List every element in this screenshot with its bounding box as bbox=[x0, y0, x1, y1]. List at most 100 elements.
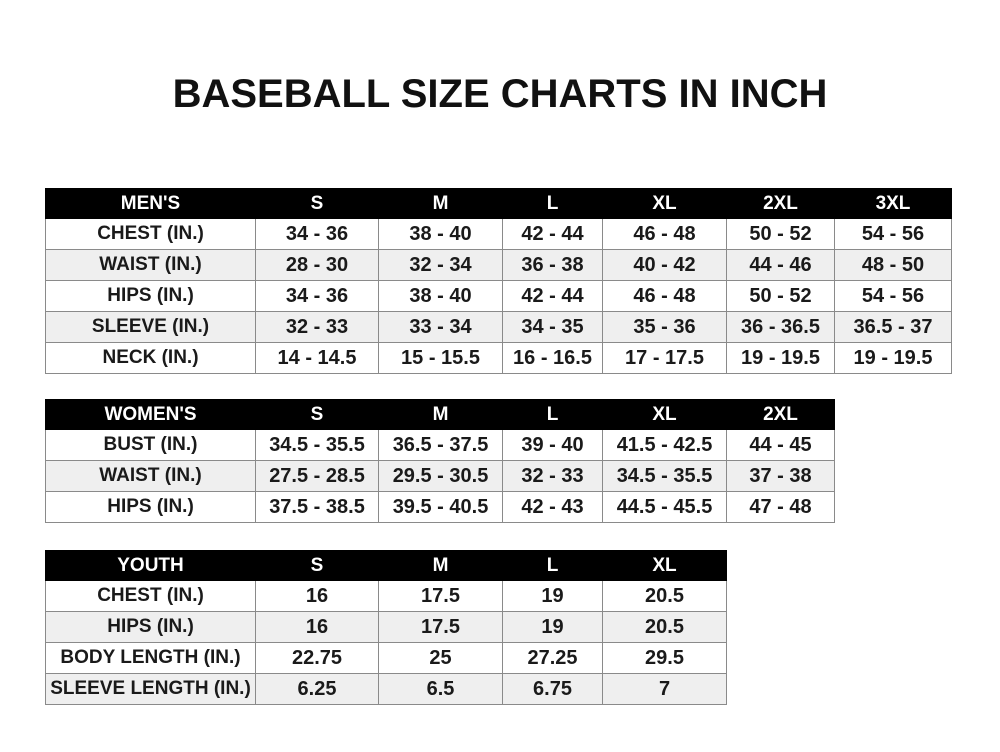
size-value: 20.5 bbox=[602, 580, 727, 612]
table-row: CHEST (IN.) 16 17.5 19 20.5 bbox=[45, 580, 727, 612]
size-value: 46 - 48 bbox=[602, 218, 727, 250]
size-header: S bbox=[255, 550, 379, 581]
size-header: 3XL bbox=[834, 188, 952, 219]
category-header: WOMEN'S bbox=[45, 399, 256, 430]
size-value: 54 - 56 bbox=[834, 280, 952, 312]
measurement-label: BODY LENGTH (IN.) bbox=[45, 642, 256, 674]
size-value: 22.75 bbox=[255, 642, 379, 674]
size-value: 42 - 43 bbox=[502, 491, 603, 523]
table-row: NECK (IN.) 14 - 14.5 15 - 15.5 16 - 16.5 17 … bbox=[45, 342, 952, 374]
size-value: 6.75 bbox=[502, 673, 603, 705]
size-value: 42 - 44 bbox=[502, 218, 603, 250]
size-value: 34.5 - 35.5 bbox=[255, 429, 379, 461]
size-value: 39 - 40 bbox=[502, 429, 603, 461]
size-value: 44.5 - 45.5 bbox=[602, 491, 727, 523]
table-row: HIPS (IN.) 34 - 36 38 - 40 42 - 44 46 - 48 50… bbox=[45, 280, 952, 312]
size-header: L bbox=[502, 399, 603, 430]
size-value: 50 - 52 bbox=[726, 280, 835, 312]
measurement-label: CHEST (IN.) bbox=[45, 218, 256, 250]
size-value: 37.5 - 38.5 bbox=[255, 491, 379, 523]
size-header: 2XL bbox=[726, 188, 835, 219]
size-value: 34.5 - 35.5 bbox=[602, 460, 727, 492]
measurement-label: NECK (IN.) bbox=[45, 342, 256, 374]
table-row: HIPS (IN.) 37.5 - 38.5 39.5 - 40.5 42 - 43 4… bbox=[45, 491, 835, 523]
table-row: CHEST (IN.) 34 - 36 38 - 40 42 - 44 46 - 48 5… bbox=[45, 218, 952, 250]
size-value: 41.5 - 42.5 bbox=[602, 429, 727, 461]
measurement-label: WAIST (IN.) bbox=[45, 460, 256, 492]
size-value: 17 - 17.5 bbox=[602, 342, 727, 374]
size-value: 27.25 bbox=[502, 642, 603, 674]
size-header: XL bbox=[602, 550, 727, 581]
size-value: 28 - 30 bbox=[255, 249, 379, 281]
size-value: 16 bbox=[255, 611, 379, 643]
size-header: S bbox=[255, 188, 379, 219]
size-value: 33 - 34 bbox=[378, 311, 503, 343]
measurement-label: CHEST (IN.) bbox=[45, 580, 256, 612]
size-value: 50 - 52 bbox=[726, 218, 835, 250]
size-value: 36.5 - 37.5 bbox=[378, 429, 503, 461]
size-value: 32 - 33 bbox=[255, 311, 379, 343]
measurement-label: WAIST (IN.) bbox=[45, 249, 256, 281]
table-row: HIPS (IN.) 16 17.5 19 20.5 bbox=[45, 611, 727, 643]
size-value: 19 - 19.5 bbox=[726, 342, 835, 374]
size-header: L bbox=[502, 550, 603, 581]
size-value: 6.5 bbox=[378, 673, 503, 705]
size-header: 2XL bbox=[726, 399, 835, 430]
size-value: 34 - 36 bbox=[255, 280, 379, 312]
size-value: 20.5 bbox=[602, 611, 727, 643]
size-value: 19 bbox=[502, 611, 603, 643]
size-value: 36.5 - 37 bbox=[834, 311, 952, 343]
size-value: 15 - 15.5 bbox=[378, 342, 503, 374]
size-value: 16 - 16.5 bbox=[502, 342, 603, 374]
measurement-label: HIPS (IN.) bbox=[45, 611, 256, 643]
size-header: M bbox=[378, 188, 503, 219]
size-value: 7 bbox=[602, 673, 727, 705]
size-value: 34 - 36 bbox=[255, 218, 379, 250]
measurement-label: HIPS (IN.) bbox=[45, 280, 256, 312]
table-row: BODY LENGTH (IN.) 22.75 25 27.25 29.5 bbox=[45, 642, 727, 674]
table-row: WAIST (IN.) 27.5 - 28.5 29.5 - 30.5 32 - 33… bbox=[45, 460, 835, 492]
table-row: SLEEVE (IN.) 32 - 33 33 - 34 34 - 35 35 - 36… bbox=[45, 311, 952, 343]
size-value: 32 - 33 bbox=[502, 460, 603, 492]
header-row: MEN'S S M L XL 2XL 3XL bbox=[45, 188, 952, 219]
measurement-label: SLEEVE (IN.) bbox=[45, 311, 256, 343]
size-header: XL bbox=[602, 188, 727, 219]
size-value: 14 - 14.5 bbox=[255, 342, 379, 374]
womens-size-table: WOMEN'S S M L XL 2XL BUST (IN.) 34.5 - 35.5 36.5… bbox=[45, 399, 835, 523]
size-value: 27.5 - 28.5 bbox=[255, 460, 379, 492]
size-header: S bbox=[255, 399, 379, 430]
size-value: 54 - 56 bbox=[834, 218, 952, 250]
youth-size-table: YOUTH S M L XL CHEST (IN.) 16 17.5 19 20.5 HIPS (I… bbox=[45, 550, 727, 705]
size-value: 42 - 44 bbox=[502, 280, 603, 312]
size-value: 32 - 34 bbox=[378, 249, 503, 281]
measurement-label: SLEEVE LENGTH (IN.) bbox=[45, 673, 256, 705]
table-row: BUST (IN.) 34.5 - 35.5 36.5 - 37.5 39 - 40 4… bbox=[45, 429, 835, 461]
size-value: 44 - 45 bbox=[726, 429, 835, 461]
size-value: 29.5 - 30.5 bbox=[378, 460, 503, 492]
size-value: 48 - 50 bbox=[834, 249, 952, 281]
header-row: WOMEN'S S M L XL 2XL bbox=[45, 399, 835, 430]
size-value: 17.5 bbox=[378, 611, 503, 643]
measurement-label: BUST (IN.) bbox=[45, 429, 256, 461]
size-value: 37 - 38 bbox=[726, 460, 835, 492]
header-row: YOUTH S M L XL bbox=[45, 550, 727, 581]
category-header: MEN'S bbox=[45, 188, 256, 219]
size-value: 17.5 bbox=[378, 580, 503, 612]
page-title: BASEBALL SIZE CHARTS IN INCH bbox=[172, 72, 828, 116]
size-value: 35 - 36 bbox=[602, 311, 727, 343]
size-value: 38 - 40 bbox=[378, 218, 503, 250]
size-value: 19 bbox=[502, 580, 603, 612]
size-value: 29.5 bbox=[602, 642, 727, 674]
size-value: 39.5 - 40.5 bbox=[378, 491, 503, 523]
size-header: M bbox=[378, 550, 503, 581]
size-value: 44 - 46 bbox=[726, 249, 835, 281]
table-row: SLEEVE LENGTH (IN.) 6.25 6.5 6.75 7 bbox=[45, 673, 727, 705]
measurement-label: HIPS (IN.) bbox=[45, 491, 256, 523]
size-header: XL bbox=[602, 399, 727, 430]
size-value: 36 - 36.5 bbox=[726, 311, 835, 343]
size-value: 16 bbox=[255, 580, 379, 612]
size-value: 25 bbox=[378, 642, 503, 674]
table-row: WAIST (IN.) 28 - 30 32 - 34 36 - 38 40 - 42 4… bbox=[45, 249, 952, 281]
size-value: 47 - 48 bbox=[726, 491, 835, 523]
size-value: 6.25 bbox=[255, 673, 379, 705]
